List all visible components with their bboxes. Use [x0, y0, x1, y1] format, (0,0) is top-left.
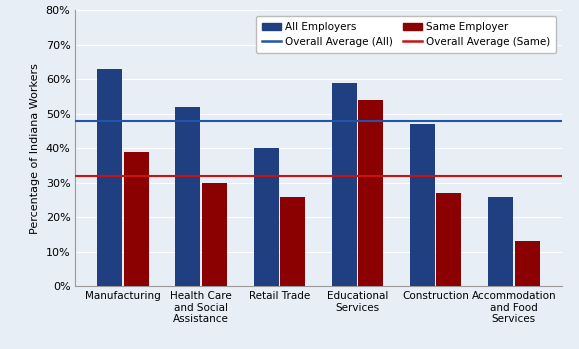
Y-axis label: Percentage of Indiana Workers: Percentage of Indiana Workers — [30, 63, 40, 234]
Bar — [124, 152, 149, 286]
Bar — [254, 148, 278, 286]
Bar — [515, 242, 540, 286]
Legend: All Employers, Overall Average (All), Same Employer, Overall Average (Same): All Employers, Overall Average (All), Sa… — [255, 16, 556, 53]
Bar — [175, 107, 200, 286]
Bar — [280, 196, 305, 286]
Bar — [202, 183, 227, 286]
Bar — [97, 69, 122, 286]
Bar — [332, 83, 357, 286]
Bar — [488, 196, 513, 286]
Bar — [437, 193, 461, 286]
Bar — [410, 124, 435, 286]
Bar — [358, 100, 383, 286]
